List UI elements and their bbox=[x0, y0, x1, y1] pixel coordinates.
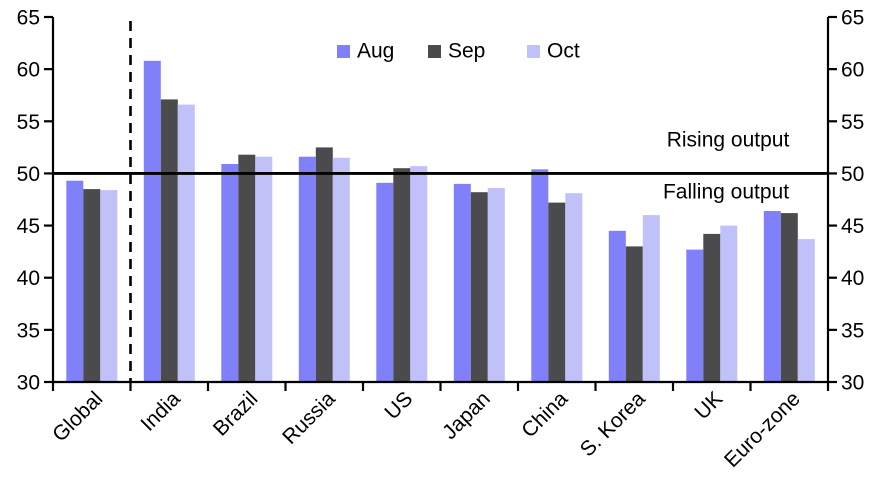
y-axis-label-right-30: 30 bbox=[841, 372, 864, 395]
bar-oct-japan bbox=[487, 188, 505, 382]
bar-sep-s-korea bbox=[625, 246, 643, 382]
bar-oct-s-korea bbox=[642, 215, 660, 382]
bar-oct-china bbox=[565, 193, 583, 382]
bar-aug-brazil bbox=[221, 164, 239, 382]
bar-sep-brazil bbox=[238, 154, 256, 382]
x-axis-label-uk: UK bbox=[690, 387, 727, 424]
bar-sep-russia bbox=[315, 147, 333, 382]
bar-sep-global bbox=[83, 189, 101, 382]
x-axis-label-japan: Japan bbox=[438, 387, 495, 444]
bar-sep-uk bbox=[703, 233, 721, 382]
y-axis-label-right-40: 40 bbox=[841, 267, 864, 290]
legend-swatch-sep bbox=[428, 45, 441, 58]
y-axis-label-left-45: 45 bbox=[17, 215, 40, 238]
legend-label-sep: Sep bbox=[448, 40, 485, 63]
y-axis-label-left-65: 65 bbox=[17, 7, 40, 30]
bar-sep-us bbox=[393, 168, 411, 382]
bar-sep-japan bbox=[470, 192, 488, 382]
x-axis-label-s-korea: S. Korea bbox=[576, 387, 650, 461]
x-axis-label-us: US bbox=[380, 387, 417, 424]
y-axis-label-right-45: 45 bbox=[841, 215, 864, 238]
bar-sep-euro-zone bbox=[780, 213, 798, 382]
bar-oct-brazil bbox=[255, 156, 273, 382]
bar-aug-russia bbox=[298, 156, 316, 382]
bar-aug-us bbox=[376, 182, 394, 382]
y-axis-label-left-55: 55 bbox=[17, 111, 40, 134]
legend-label-oct: Oct bbox=[547, 40, 580, 63]
bar-aug-india bbox=[143, 60, 161, 383]
y-axis-label-right-60: 60 bbox=[841, 59, 864, 82]
y-axis-label-left-60: 60 bbox=[17, 59, 40, 82]
x-axis-label-china: China bbox=[517, 387, 572, 442]
x-axis-label-russia: Russia bbox=[278, 387, 340, 449]
legend-label-aug: Aug bbox=[357, 40, 394, 63]
bar-aug-uk bbox=[686, 249, 704, 382]
bar-oct-euro-zone bbox=[797, 239, 815, 382]
y-axis-label-left-40: 40 bbox=[17, 267, 40, 290]
bar-aug-china bbox=[531, 169, 549, 382]
annotation-falling-output: Falling output bbox=[663, 180, 789, 203]
y-axis-label-left-50: 50 bbox=[17, 163, 40, 186]
bar-aug-global bbox=[66, 180, 84, 382]
bar-aug-s-korea bbox=[608, 230, 626, 382]
annotation-rising-output: Rising output bbox=[667, 128, 790, 151]
x-axis-label-global: Global bbox=[48, 387, 107, 446]
y-axis-label-left-30: 30 bbox=[17, 372, 40, 395]
bar-oct-global bbox=[100, 190, 118, 382]
bar-aug-euro-zone bbox=[763, 211, 781, 382]
y-axis-label-right-50: 50 bbox=[841, 163, 864, 186]
bar-oct-uk bbox=[720, 225, 738, 382]
bar-oct-russia bbox=[332, 157, 350, 382]
y-axis-label-right-55: 55 bbox=[841, 111, 864, 134]
bar-sep-china bbox=[548, 202, 566, 382]
y-axis-label-right-35: 35 bbox=[841, 319, 864, 342]
y-axis-label-right-65: 65 bbox=[841, 7, 864, 30]
bar-aug-japan bbox=[453, 183, 471, 382]
bar-oct-us bbox=[410, 166, 428, 382]
legend-swatch-aug bbox=[337, 45, 350, 58]
x-axis-label-india: India bbox=[136, 387, 185, 436]
x-axis-label-euro-zone: Euro-zone bbox=[720, 387, 805, 472]
legend-swatch-oct bbox=[527, 45, 540, 58]
bar-sep-india bbox=[160, 99, 178, 383]
bar-oct-india bbox=[177, 104, 195, 382]
x-axis-label-brazil: Brazil bbox=[209, 387, 262, 440]
y-axis-label-left-35: 35 bbox=[17, 319, 40, 342]
